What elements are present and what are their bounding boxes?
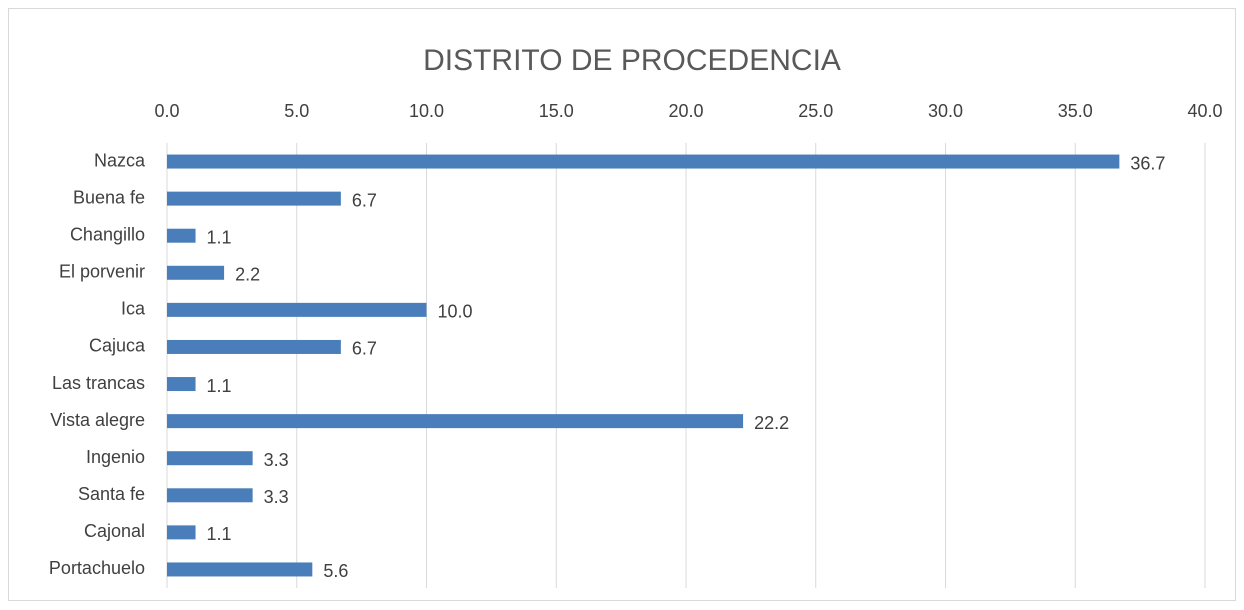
y-tick-label: Ica — [121, 299, 146, 319]
data-label: 1.1 — [207, 376, 232, 396]
x-tick-label: 40.0 — [1187, 101, 1222, 121]
data-label: 2.2 — [235, 265, 260, 285]
bar — [167, 525, 196, 540]
bar — [167, 265, 225, 280]
bar — [167, 414, 744, 429]
bar — [167, 488, 253, 503]
data-label: 36.7 — [1130, 153, 1165, 173]
data-label: 6.7 — [352, 190, 377, 210]
bar — [167, 451, 253, 466]
x-tick-label: 0.0 — [154, 101, 179, 121]
data-label: 3.3 — [264, 450, 289, 470]
x-tick-label: 30.0 — [928, 101, 963, 121]
data-label: 1.1 — [207, 524, 232, 544]
data-label: 5.6 — [323, 561, 348, 581]
x-tick-label: 25.0 — [798, 101, 833, 121]
data-label: 1.1 — [207, 227, 232, 247]
bar — [167, 302, 427, 317]
bar — [167, 377, 196, 392]
bar — [167, 191, 341, 206]
bar — [167, 228, 196, 243]
y-tick-label: Las trancas — [52, 373, 145, 393]
y-tick-label: Cajuca — [89, 336, 146, 356]
y-tick-label: Cajonal — [84, 521, 145, 541]
bar — [167, 339, 341, 354]
y-tick-label: Nazca — [94, 150, 146, 170]
y-tick-label: El porvenir — [59, 262, 145, 282]
chart-title: DISTRITO DE PROCEDENCIA — [423, 44, 841, 77]
y-tick-label: Changillo — [70, 224, 145, 244]
y-tick-label: Vista alegre — [50, 410, 145, 430]
y-tick-label: Santa fe — [78, 484, 145, 504]
x-tick-label: 10.0 — [409, 101, 444, 121]
data-label: 3.3 — [264, 487, 289, 507]
data-label: 6.7 — [352, 339, 377, 359]
data-label: 10.0 — [438, 302, 473, 322]
y-tick-label: Ingenio — [86, 447, 145, 467]
bar — [167, 154, 1120, 169]
x-tick-label: 5.0 — [284, 101, 309, 121]
y-tick-label: Buena fe — [73, 187, 145, 207]
x-tick-label: 15.0 — [539, 101, 574, 121]
x-tick-label: 20.0 — [668, 101, 703, 121]
x-tick-label: 35.0 — [1058, 101, 1093, 121]
bar — [167, 562, 313, 577]
y-tick-label: Portachuelo — [49, 558, 145, 578]
data-label: 22.2 — [754, 413, 789, 433]
